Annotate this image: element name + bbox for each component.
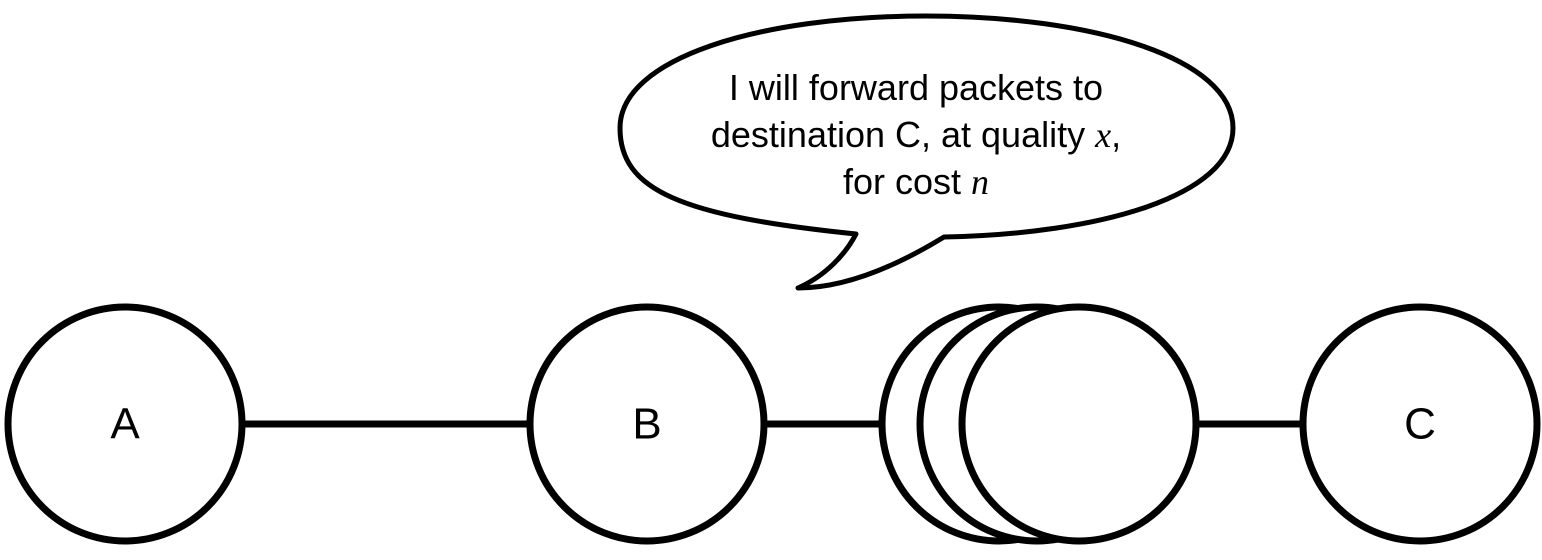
- node-c: C: [1299, 303, 1541, 545]
- speech-bubble-line-3: for cost n: [843, 161, 989, 202]
- speech-bubble-outline: [617, 13, 1236, 291]
- quality-variable: x: [1094, 115, 1111, 155]
- node-c-label: C: [1404, 400, 1436, 449]
- speech-bubble-line-1: I will forward packets to: [729, 67, 1103, 108]
- speech-bubble: I will forward packets to destination C,…: [617, 13, 1236, 291]
- speech-bubble-line-2: destination C, at quality x,: [711, 114, 1121, 155]
- relay-node-front: [958, 303, 1200, 545]
- node-a: A: [4, 303, 246, 545]
- cost-variable: n: [971, 162, 989, 202]
- node-b: B: [526, 303, 768, 545]
- node-a-label: A: [110, 400, 140, 449]
- relay-node-stack: [878, 303, 1200, 545]
- node-b-label: B: [632, 400, 661, 449]
